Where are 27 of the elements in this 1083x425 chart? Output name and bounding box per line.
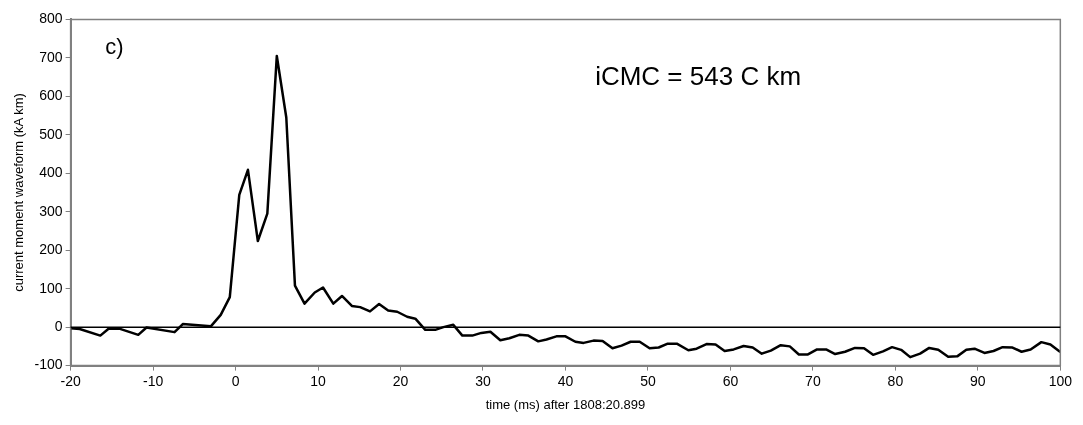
y-tick-label: 600 — [39, 87, 63, 104]
y-tick-label: 500 — [39, 125, 63, 142]
y-tick-label: 100 — [39, 279, 63, 296]
annotation: iCMC = 543 C km — [595, 61, 802, 92]
y-tick-label: 700 — [39, 48, 63, 65]
x-tick-label: 80 — [887, 372, 904, 389]
x-tick-label: 50 — [640, 372, 656, 389]
annotation: c) — [105, 34, 124, 60]
x-tick-label: 100 — [1048, 372, 1073, 389]
x-tick-label: 30 — [475, 372, 491, 389]
x-tick-label: 40 — [557, 372, 574, 389]
y-tick-label: 800 — [39, 10, 63, 27]
x-tick-label: 20 — [392, 372, 409, 389]
x-tick-label: 90 — [970, 372, 986, 389]
y-tick-label: 300 — [39, 202, 63, 219]
x-tick-label: 70 — [805, 372, 821, 389]
y-axis-title: current moment waveform (kA km) — [11, 93, 27, 292]
x-axis-title: time (ms) after 1808:20.899 — [485, 396, 646, 412]
y-tick-label: 400 — [39, 164, 63, 181]
y-tick-label: -100 — [34, 356, 63, 373]
x-tick-label: 10 — [310, 372, 327, 389]
x-tick-label: 0 — [231, 372, 240, 389]
y-tick-label: 200 — [39, 241, 63, 258]
y-tick-label: 0 — [54, 317, 63, 334]
x-tick-label: -10 — [142, 372, 164, 389]
x-tick-label: 60 — [722, 372, 739, 389]
x-tick-label: -20 — [60, 372, 81, 389]
